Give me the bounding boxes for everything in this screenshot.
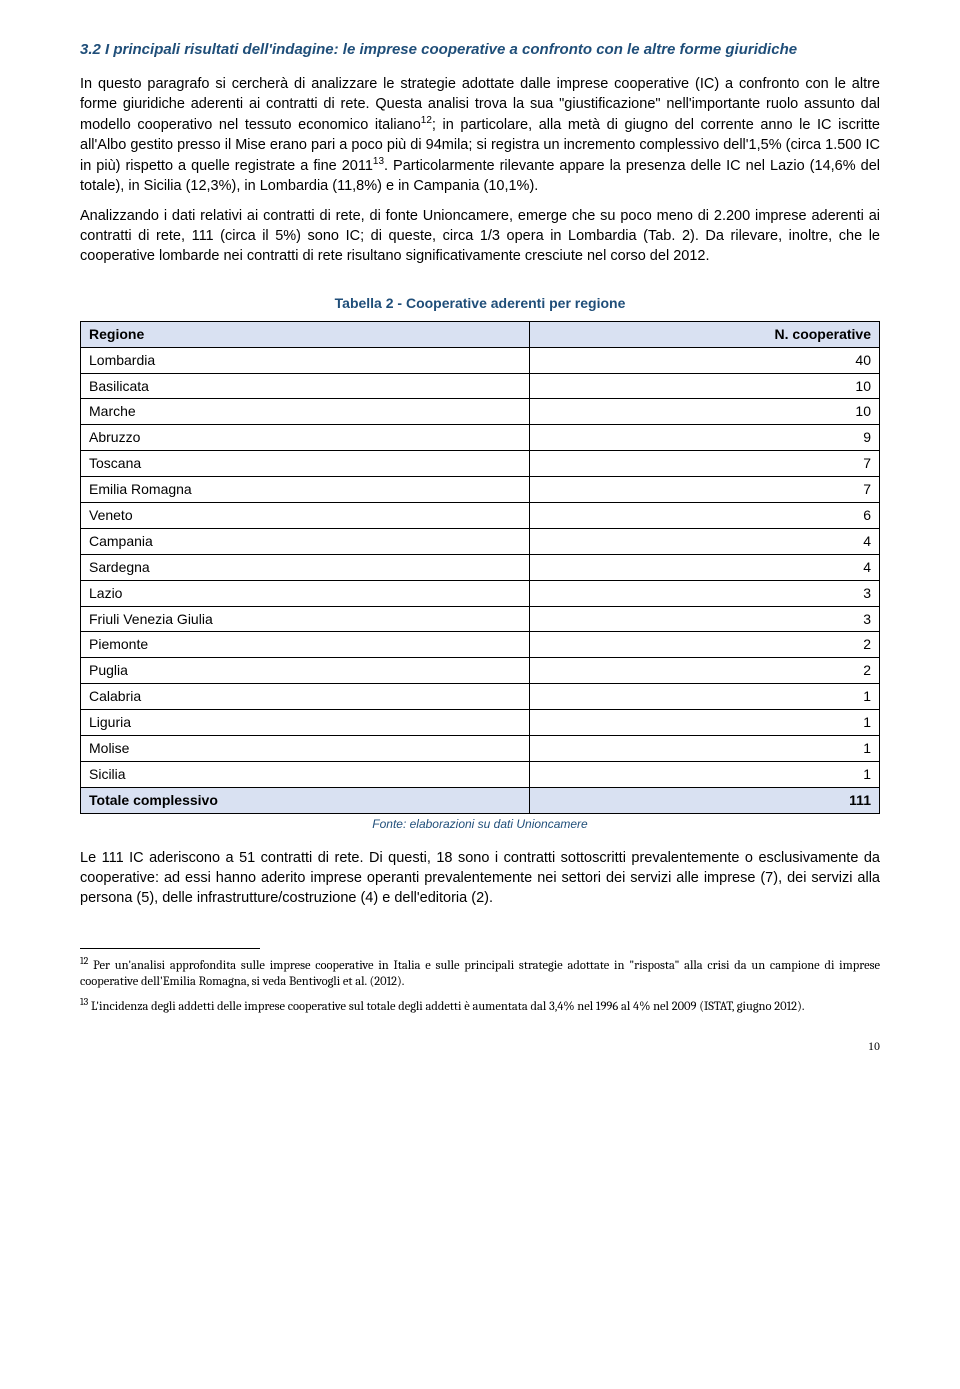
table-row: Molise1 (81, 736, 880, 762)
table-row: Friuli Venezia Giulia3 (81, 606, 880, 632)
table-caption: Tabella 2 - Cooperative aderenti per reg… (80, 294, 880, 313)
table-cell-region: Emilia Romagna (81, 477, 530, 503)
table-cell-region: Lazio (81, 580, 530, 606)
footnote-13: 13 L'incidenza degli addetti delle impre… (80, 996, 880, 1016)
footnote-ref-13: 13 (373, 156, 384, 167)
table-cell-region: Sardegna (81, 554, 530, 580)
table-total-value: 111 (530, 787, 880, 813)
table-row: Puglia2 (81, 658, 880, 684)
table-cell-value: 4 (530, 528, 880, 554)
table-total-label: Totale complessivo (81, 787, 530, 813)
table-row: Marche10 (81, 399, 880, 425)
table-cell-region: Liguria (81, 710, 530, 736)
cooperative-table: Regione N. cooperative Lombardia40Basili… (80, 321, 880, 814)
table-total-row: Totale complessivo111 (81, 787, 880, 813)
table-cell-region: Marche (81, 399, 530, 425)
table-row: Calabria1 (81, 684, 880, 710)
table-cell-region: Friuli Venezia Giulia (81, 606, 530, 632)
table-cell-region: Abruzzo (81, 425, 530, 451)
table-row: Veneto6 (81, 503, 880, 529)
table-row: Abruzzo9 (81, 425, 880, 451)
table-cell-value: 1 (530, 710, 880, 736)
table-cell-value: 7 (530, 451, 880, 477)
table-cell-region: Veneto (81, 503, 530, 529)
table-row: Basilicata10 (81, 373, 880, 399)
table-row: Emilia Romagna7 (81, 477, 880, 503)
table-row: Lazio3 (81, 580, 880, 606)
table-cell-value: 7 (530, 477, 880, 503)
table-cell-value: 1 (530, 736, 880, 762)
table-cell-region: Toscana (81, 451, 530, 477)
section-heading: 3.2 I principali risultati dell'indagine… (80, 40, 880, 60)
table-cell-value: 10 (530, 373, 880, 399)
table-cell-value: 2 (530, 658, 880, 684)
footnote-text-12: Per un'analisi approfondita sulle impres… (80, 959, 880, 989)
footnote-text-13: L'incidenza degli addetti delle imprese … (88, 1000, 804, 1014)
table-row: Sardegna4 (81, 554, 880, 580)
table-cell-value: 2 (530, 632, 880, 658)
table-cell-region: Basilicata (81, 373, 530, 399)
table-cell-region: Piemonte (81, 632, 530, 658)
table-source: Fonte: elaborazioni su dati Unioncamere (80, 816, 880, 832)
table-row: Sicilia1 (81, 761, 880, 787)
table-row: Toscana7 (81, 451, 880, 477)
footnote-ref-12: 12 (421, 115, 432, 126)
table-cell-region: Molise (81, 736, 530, 762)
table-cell-value: 10 (530, 399, 880, 425)
footnote-rule (80, 948, 260, 949)
table-cell-value: 9 (530, 425, 880, 451)
table-cell-value: 6 (530, 503, 880, 529)
paragraph-2: Analizzando i dati relativi ai contratti… (80, 206, 880, 266)
table-cell-region: Sicilia (81, 761, 530, 787)
table-row: Liguria1 (81, 710, 880, 736)
footnote-12: 12 Per un'analisi approfondita sulle imp… (80, 955, 880, 990)
table-cell-region: Puglia (81, 658, 530, 684)
table-cell-value: 3 (530, 580, 880, 606)
table-cell-region: Campania (81, 528, 530, 554)
table-cell-value: 4 (530, 554, 880, 580)
table-cell-value: 3 (530, 606, 880, 632)
table-cell-value: 1 (530, 684, 880, 710)
table-row: Campania4 (81, 528, 880, 554)
footnote-num-13: 13 (80, 996, 88, 1008)
table-header-value: N. cooperative (530, 321, 880, 347)
table-row: Lombardia40 (81, 347, 880, 373)
table-cell-region: Calabria (81, 684, 530, 710)
page-number: 10 (80, 1038, 880, 1054)
table-row: Piemonte2 (81, 632, 880, 658)
paragraph-3: Le 111 IC aderiscono a 51 contratti di r… (80, 848, 880, 908)
table-header-row: Regione N. cooperative (81, 321, 880, 347)
table-header-region: Regione (81, 321, 530, 347)
table-cell-region: Lombardia (81, 347, 530, 373)
paragraph-1: In questo paragrafo si cercherà di anali… (80, 74, 880, 196)
table-cell-value: 1 (530, 761, 880, 787)
table-cell-value: 40 (530, 347, 880, 373)
